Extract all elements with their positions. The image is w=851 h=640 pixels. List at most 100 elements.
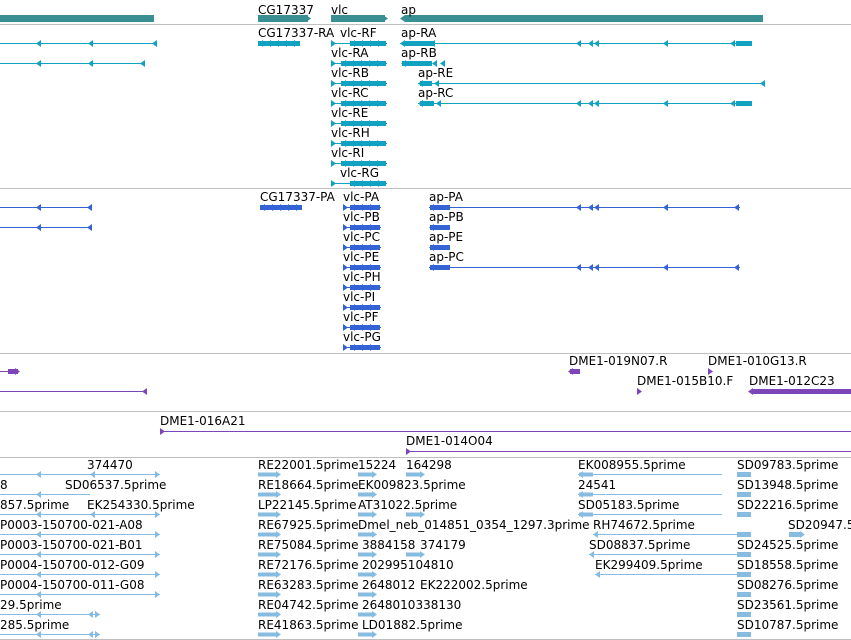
est-label[interactable]: 374470 (87, 458, 133, 472)
clone-label[interactable]: DME1-019N07.R (569, 354, 668, 368)
est-label[interactable]: EK222002.5prime (420, 578, 528, 592)
protein-label[interactable]: CG17337-PA (260, 190, 335, 204)
est-label[interactable]: SD06537.5prime (65, 478, 167, 492)
protein-label[interactable]: vlc-PG (343, 330, 381, 344)
est-label[interactable]: RE72176.5prime (258, 558, 359, 572)
est-label[interactable]: P0003-150700-021-B01 (0, 538, 143, 552)
strand-arrow (343, 304, 348, 311)
est-label[interactable]: RH74672.5prime (593, 518, 695, 532)
est-label[interactable]: Dmel_neb_014851_0354_1297.3prime (358, 518, 590, 532)
clone-label[interactable]: DME1-012C23 (749, 374, 835, 388)
transcript-label[interactable]: ap-RA (401, 26, 437, 40)
est-label[interactable]: 3884158 (362, 538, 416, 552)
transcript-label[interactable]: ap-RE (418, 66, 454, 80)
est-label[interactable]: SD18558.5prime (737, 558, 839, 572)
strand-arrow (331, 100, 336, 107)
est-label[interactable]: RE41863.5prime (258, 618, 359, 632)
exon-box (405, 15, 763, 22)
est-label[interactable]: EK008955.5prime (578, 458, 686, 472)
est-label[interactable]: RE04742.5prime (258, 598, 359, 612)
est-label[interactable]: 285.5prime (0, 618, 70, 632)
strand-arrow (401, 60, 406, 67)
est-label[interactable]: SD08837.5prime (589, 538, 691, 552)
strand-arrow (361, 160, 366, 167)
strand-arrow (663, 204, 668, 211)
est-label[interactable]: RE22001.5prime (258, 458, 359, 472)
transcript-label[interactable]: vlc-RI (331, 146, 365, 160)
est-label[interactable]: 374179 (420, 538, 466, 552)
est-label[interactable]: RE18664.5prime (258, 478, 359, 492)
est-label[interactable]: 2648012 (362, 578, 416, 592)
protein-label[interactable]: ap-PA (429, 190, 463, 204)
est-label[interactable]: SD20947.5 (788, 518, 851, 532)
est-label[interactable]: EK299409.5prime (595, 558, 703, 572)
est-label[interactable]: 2648010338130 (362, 598, 462, 612)
est-label[interactable]: SD22216.5prime (737, 498, 839, 512)
protein-label[interactable]: vlc-PB (343, 210, 380, 224)
est-label[interactable]: 29.5prime (0, 598, 62, 612)
transcript-label[interactable]: ap-RB (401, 46, 437, 60)
est-label[interactable]: AT31022.5prime (358, 498, 458, 512)
est-label[interactable]: SD09783.5prime (737, 458, 839, 472)
clone-label[interactable]: DME1-016A21 (160, 414, 246, 428)
est-label[interactable]: 164298 (406, 458, 452, 472)
est-label[interactable]: EK009823.5prime (358, 478, 466, 492)
clone-label[interactable]: DME1-015B10.F (637, 374, 734, 388)
transcript-label[interactable]: vlc-RC (331, 86, 369, 100)
est-label[interactable]: LD01882.5prime (362, 618, 463, 632)
clone-label[interactable]: DME1-014O04 (406, 434, 493, 448)
exon-box (258, 15, 308, 22)
clone-label[interactable]: DME1-010G13.R (708, 354, 807, 368)
est-label[interactable]: 202995104810 (362, 558, 454, 572)
transcript-label[interactable]: vlc-RE (331, 106, 369, 120)
protein-label[interactable]: vlc-PE (343, 250, 380, 264)
est-label[interactable]: SD05183.5prime (578, 498, 680, 512)
gene-label[interactable]: vlc (331, 3, 349, 17)
est-label[interactable]: RE75084.5prime (258, 538, 359, 552)
transcript-label[interactable]: vlc-RH (331, 126, 370, 140)
protein-label[interactable]: ap-PE (429, 230, 464, 244)
transcript-label[interactable]: vlc-RF (340, 26, 377, 40)
protein-label[interactable]: vlc-PH (343, 270, 381, 284)
est-label[interactable]: SD08276.5prime (737, 578, 839, 592)
est-label[interactable]: SD23561.5prime (737, 598, 839, 612)
est-label[interactable]: RE67925.5prime (258, 518, 359, 532)
est-label[interactable]: 15224 (358, 458, 397, 472)
protein-label[interactable]: ap-PC (429, 250, 464, 264)
transcript-label[interactable]: CG17337-RA (258, 26, 335, 40)
est-label[interactable]: SD13948.5prime (737, 478, 839, 492)
exon-box (358, 572, 372, 577)
exon-box (258, 632, 276, 637)
strand-arrow (343, 204, 348, 211)
est-label[interactable]: SD24525.5prime (737, 538, 839, 552)
protein-label[interactable]: vlc-PA (343, 190, 380, 204)
est-label[interactable]: 8 (0, 478, 8, 492)
est-label[interactable]: LP22145.5prime (258, 498, 357, 512)
est-label[interactable]: P0004-150700-012-G09 (0, 558, 145, 572)
transcript-label[interactable]: vlc-RA (331, 46, 369, 60)
transcript-label[interactable]: ap-RC (418, 86, 454, 100)
strand-arrow (354, 180, 359, 187)
transcript-label[interactable]: vlc-RG (340, 166, 379, 180)
exon-box (579, 492, 593, 497)
strand-arrow (354, 40, 359, 47)
protein-label[interactable]: vlc-PF (343, 310, 379, 324)
est-label[interactable]: EK254330.5prime (87, 498, 195, 512)
protein-label[interactable]: vlc-PC (343, 230, 380, 244)
strand-arrow (800, 531, 805, 538)
est-label[interactable]: 24541 (578, 478, 617, 492)
protein-label[interactable]: vlc-PI (343, 290, 376, 304)
gene-label[interactable]: CG17337 (258, 3, 314, 17)
est-label[interactable]: SD10787.5prime (737, 618, 839, 632)
est-label[interactable]: P0003-150700-021-A08 (0, 518, 143, 532)
est-label[interactable]: P0004-150700-011-G08 (0, 578, 145, 592)
protein-label[interactable]: ap-PB (429, 210, 464, 224)
est-label[interactable]: RE63283.5prime (258, 578, 359, 592)
exon-box (258, 592, 276, 597)
est-label[interactable]: 857.5prime (0, 498, 70, 512)
transcript-label[interactable]: vlc-RB (331, 66, 369, 80)
gene-label[interactable]: ap (401, 3, 416, 17)
strand-arrow (354, 324, 359, 331)
exon-box (789, 532, 801, 537)
